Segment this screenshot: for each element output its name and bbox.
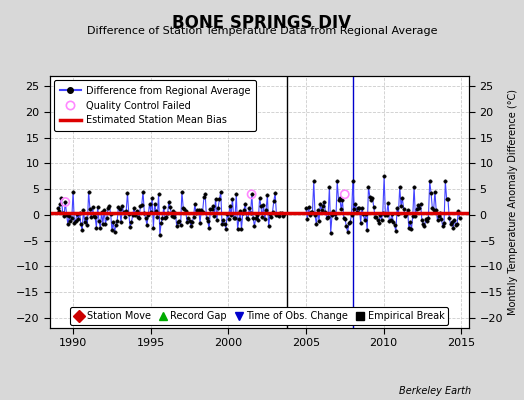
Text: Difference of Station Temperature Data from Regional Average: Difference of Station Temperature Data f… [87,26,437,36]
Point [341,191,349,198]
Text: BONE SPRINGS DIV: BONE SPRINGS DIV [172,14,352,32]
Legend: Station Move, Record Gap, Time of Obs. Change, Empirical Break: Station Move, Record Gap, Time of Obs. C… [70,307,449,325]
Text: Berkeley Earth: Berkeley Earth [399,386,472,396]
Point [247,191,256,198]
Point [61,199,70,205]
Y-axis label: Monthly Temperature Anomaly Difference (°C): Monthly Temperature Anomaly Difference (… [508,89,518,315]
